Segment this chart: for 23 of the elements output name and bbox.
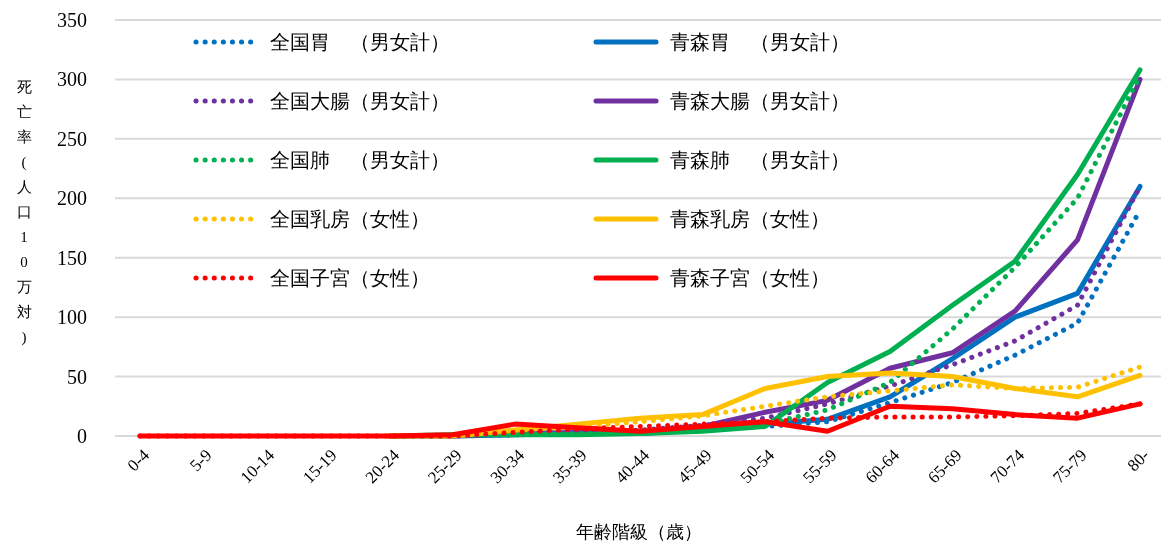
- y-tick-label: 100: [57, 306, 87, 329]
- y-tick-label: 200: [57, 187, 87, 210]
- y-tick-label: 0: [77, 425, 87, 447]
- y-tick-label: 150: [57, 246, 87, 269]
- x-tick-label: 0-4: [123, 445, 154, 476]
- y-tick-label: 50: [67, 365, 87, 388]
- legend-label: 全国子宮（女性）: [270, 267, 430, 289]
- legend-label: 全国胃 （男女計）: [270, 31, 450, 53]
- legend-label: 全国大腸（男女計）: [270, 90, 450, 112]
- legend-label: 青森乳房（女性）: [670, 208, 830, 230]
- x-axis-title: 年齢階級（歳）: [576, 522, 702, 542]
- y-tick-label: 350: [57, 9, 87, 31]
- legend-label: 青森大腸（男女計）: [670, 90, 850, 112]
- y-tick-label: 300: [57, 68, 87, 91]
- x-tick-label: 80-: [1123, 445, 1154, 476]
- legend-label: 全国肺 （男女計）: [270, 149, 450, 171]
- legend-label: 全国乳房（女性）: [270, 208, 430, 230]
- x-tick-label: 5-9: [186, 445, 216, 476]
- legend-label: 青森胃 （男女計）: [670, 31, 850, 53]
- legend-label: 青森肺 （男女計）: [670, 149, 850, 171]
- legend-label: 青森子宮（女性）: [670, 267, 830, 289]
- text: 死亡率(人口10万対): [16, 79, 32, 345]
- y-tick-label: 250: [57, 127, 87, 150]
